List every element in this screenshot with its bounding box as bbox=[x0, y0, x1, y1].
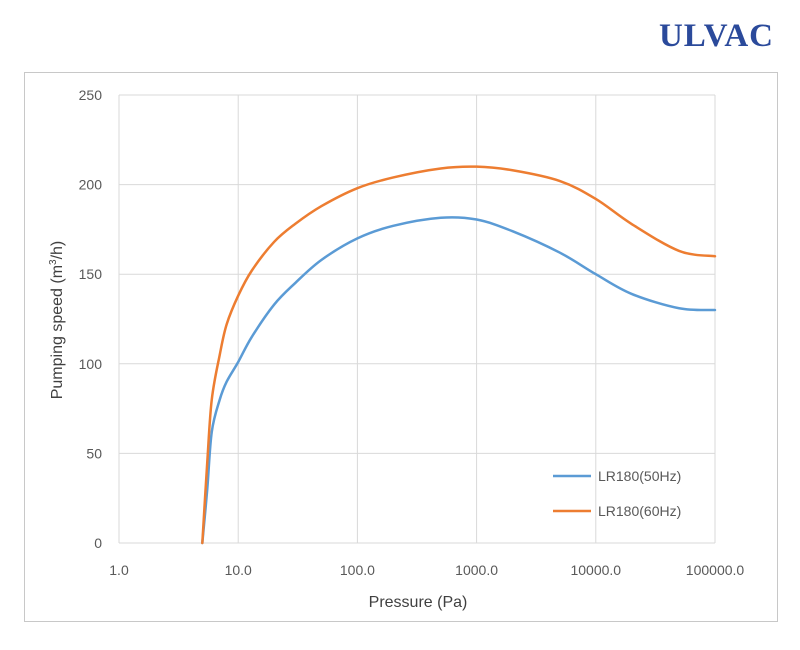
series-line-1 bbox=[201, 216, 717, 545]
y-axis-title-sup: 3 bbox=[48, 259, 59, 265]
y-axis-title-tail: /h) bbox=[49, 241, 66, 260]
legend-label: LR180(60Hz) bbox=[598, 503, 681, 519]
y-axis-title-main: Pumping speed (m bbox=[49, 265, 66, 399]
legend: LR180(50Hz) LR180(60Hz) bbox=[553, 468, 681, 519]
x-axis-title: Pressure (Pa) bbox=[369, 594, 468, 611]
x-gridlines bbox=[118, 95, 716, 543]
series-line-2 bbox=[201, 165, 717, 545]
x-tick-label: 10.0 bbox=[225, 562, 252, 578]
y-tick-label: 200 bbox=[79, 177, 103, 193]
y-tick-label: 250 bbox=[79, 87, 103, 103]
chart-frame bbox=[24, 72, 778, 622]
y-axis-title: Pumping speed (m3/h) bbox=[48, 241, 66, 400]
y-tick-labels: 0 50 100 150 200 250 bbox=[79, 87, 103, 551]
y-tick-label: 0 bbox=[94, 535, 102, 551]
series-group bbox=[201, 165, 717, 545]
x-tick-label: 1000.0 bbox=[455, 562, 498, 578]
y-tick-label: 150 bbox=[79, 266, 103, 282]
y-tick-label: 50 bbox=[86, 445, 102, 461]
y-tick-label: 100 bbox=[79, 356, 103, 372]
ulvac-logo: ULVAC bbox=[658, 18, 774, 54]
x-tick-label: 1.0 bbox=[109, 562, 129, 578]
x-tick-label: 100000.0 bbox=[686, 562, 745, 578]
x-tick-labels: 1.0 10.0 100.0 1000.0 10000.0 100000.0 bbox=[109, 562, 744, 578]
x-tick-label: 100.0 bbox=[340, 562, 375, 578]
legend-label: LR180(50Hz) bbox=[598, 468, 681, 484]
x-tick-label: 10000.0 bbox=[570, 562, 621, 578]
